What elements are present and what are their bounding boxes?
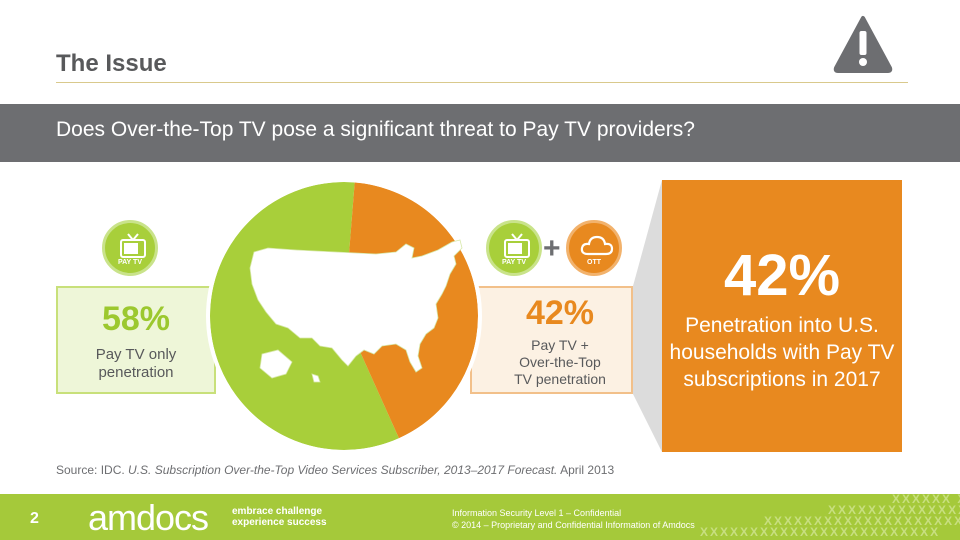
ott-description-line: TV penetration (514, 371, 606, 387)
tagline: embrace challenge experience success (232, 506, 327, 528)
source-title: U.S. Subscription Over-the-Top Video Ser… (128, 463, 558, 477)
pay-tv-badge-label: PAY TV (502, 259, 526, 266)
highlight-description: Penetration into U.S. households with Pa… (669, 314, 895, 391)
legal-notice: Information Security Level 1 – Confident… (452, 507, 695, 531)
title-divider (56, 82, 908, 83)
pay-tv-badge-label: PAY TV (118, 259, 142, 266)
source-citation: Source: IDC. U.S. Subscription Over-the-… (56, 463, 614, 477)
footer-bar (0, 494, 960, 540)
cloud-icon (580, 235, 614, 256)
pay-tv-badge: PAY TV (102, 220, 158, 276)
legal-line: Information Security Level 1 – Confident… (452, 508, 622, 518)
ott-description: Pay TV + Over-the-Top TV penetration (480, 337, 640, 388)
x-pattern-decoration: XXXXXX XXXXXX XXXXXXXXXX XXXXXX XXXXXXXXX… (700, 494, 960, 539)
ott-percent: 42% (525, 294, 595, 332)
ott-badge-label: OTT (587, 259, 601, 266)
page-title: The Issue (56, 50, 167, 77)
plus-sign: + (543, 232, 561, 265)
ott-badge: OTT (566, 220, 622, 276)
source-prefix: Source: IDC. (56, 463, 125, 477)
tv-icon (120, 233, 146, 258)
pay-tv-only-description: Pay TV only penetration (95, 346, 177, 381)
pay-tv-only-percent: 58% (101, 300, 171, 338)
amdocs-logo: amdocs (88, 497, 209, 538)
ott-description-line: Pay TV + (531, 337, 589, 353)
pay-tv-badge: PAY TV (486, 220, 542, 276)
legal-line: © 2014 – Proprietary and Confidential In… (452, 520, 695, 530)
ott-description-line: Over-the-Top (519, 354, 601, 370)
highlight-percent: 42% (723, 243, 841, 308)
us-penetration-pie (206, 178, 482, 454)
source-date: April 2013 (560, 463, 615, 477)
question-banner (0, 104, 960, 162)
tagline-line: embrace challenge (232, 506, 323, 517)
highlight-box (662, 180, 902, 452)
question-text: Does Over-the-Top TV pose a significant … (56, 118, 695, 141)
warning-triangle-icon (833, 16, 893, 73)
tv-icon (504, 233, 530, 258)
page-number: 2 (30, 510, 39, 527)
tagline-line: experience success (232, 517, 327, 528)
us-map-icon (249, 239, 463, 383)
